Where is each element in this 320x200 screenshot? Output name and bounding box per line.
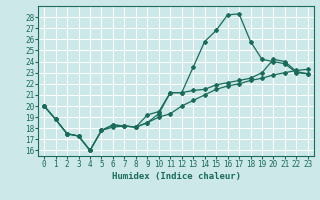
X-axis label: Humidex (Indice chaleur): Humidex (Indice chaleur)	[111, 172, 241, 181]
